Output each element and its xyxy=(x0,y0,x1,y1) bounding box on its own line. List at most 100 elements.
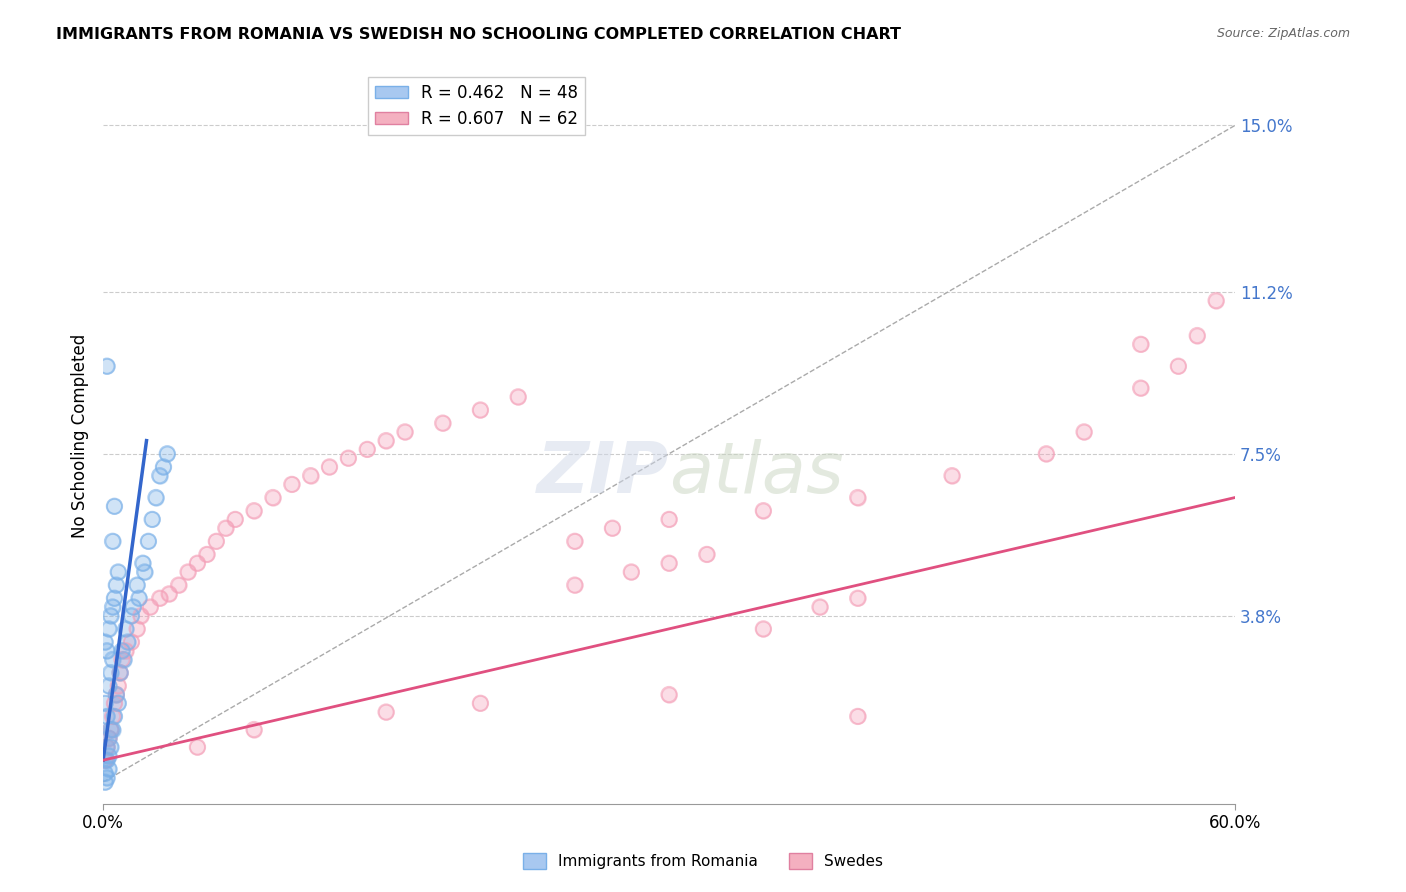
Point xyxy=(145,491,167,505)
Immigrants from Romania xyxy=(132,556,155,570)
Swedes xyxy=(1167,359,1189,374)
Point xyxy=(375,434,398,448)
Swedes xyxy=(215,521,238,535)
Point xyxy=(112,652,135,666)
Immigrants from Romania xyxy=(97,679,120,693)
Immigrants from Romania xyxy=(125,578,148,592)
Swedes xyxy=(1187,328,1209,343)
Immigrants from Romania xyxy=(100,665,122,680)
Point xyxy=(394,425,416,439)
Point xyxy=(108,665,131,680)
Point xyxy=(96,740,118,755)
Swedes xyxy=(157,587,180,601)
Point xyxy=(97,622,120,636)
Point xyxy=(846,491,869,505)
Point xyxy=(1205,293,1227,308)
Point xyxy=(105,688,128,702)
Swedes xyxy=(432,416,454,430)
Immigrants from Romania xyxy=(114,622,136,636)
Point xyxy=(696,548,718,562)
Point xyxy=(129,608,152,623)
Immigrants from Romania xyxy=(94,635,117,649)
Point xyxy=(337,451,360,466)
Point xyxy=(262,491,284,505)
Point xyxy=(1035,447,1057,461)
Point xyxy=(432,416,454,430)
Swedes xyxy=(125,622,148,636)
Text: IMMIGRANTS FROM ROMANIA VS SWEDISH NO SCHOOLING COMPLETED CORRELATION CHART: IMMIGRANTS FROM ROMANIA VS SWEDISH NO SC… xyxy=(56,27,901,42)
Text: Source: ZipAtlas.com: Source: ZipAtlas.com xyxy=(1216,27,1350,40)
Immigrants from Romania xyxy=(94,766,117,780)
Point xyxy=(1129,381,1152,395)
Point xyxy=(120,608,142,623)
Swedes xyxy=(752,622,775,636)
Point xyxy=(470,696,492,710)
Immigrants from Romania xyxy=(103,591,125,606)
Point xyxy=(564,578,586,592)
Swedes xyxy=(195,548,218,562)
Point xyxy=(96,709,118,723)
Point xyxy=(941,468,963,483)
Swedes xyxy=(337,451,360,466)
Swedes xyxy=(111,652,134,666)
Point xyxy=(215,521,238,535)
Immigrants from Romania xyxy=(103,500,125,514)
Swedes xyxy=(101,709,124,723)
Swedes xyxy=(120,635,142,649)
Swedes xyxy=(941,468,963,483)
Immigrants from Romania xyxy=(100,723,122,737)
Point xyxy=(152,459,174,474)
Immigrants from Romania xyxy=(96,644,118,658)
Point xyxy=(157,587,180,601)
Swedes xyxy=(107,679,129,693)
Swedes xyxy=(97,731,120,746)
Immigrants from Romania xyxy=(156,447,179,461)
Immigrants from Romania xyxy=(111,644,134,658)
Immigrants from Romania xyxy=(120,608,142,623)
Point xyxy=(94,775,117,789)
Point xyxy=(103,591,125,606)
Point xyxy=(186,556,208,570)
Swedes xyxy=(281,477,304,491)
Point xyxy=(120,635,142,649)
Point xyxy=(105,578,128,592)
Swedes xyxy=(696,548,718,562)
Immigrants from Romania xyxy=(152,459,174,474)
Point xyxy=(658,512,681,526)
Swedes xyxy=(94,753,117,767)
Point xyxy=(138,534,160,549)
Immigrants from Romania xyxy=(134,565,156,579)
Text: atlas: atlas xyxy=(669,439,844,508)
Point xyxy=(658,688,681,702)
Immigrants from Romania xyxy=(145,491,167,505)
Point xyxy=(101,709,124,723)
Point xyxy=(243,723,266,737)
Immigrants from Romania xyxy=(117,635,139,649)
Point xyxy=(97,762,120,776)
Text: ZIP: ZIP xyxy=(537,439,669,508)
Point xyxy=(205,534,228,549)
Point xyxy=(356,442,378,457)
Point xyxy=(122,599,145,614)
Swedes xyxy=(262,491,284,505)
Point xyxy=(125,622,148,636)
Swedes xyxy=(846,709,869,723)
Immigrants from Romania xyxy=(97,731,120,746)
Swedes xyxy=(299,468,322,483)
Swedes xyxy=(375,434,398,448)
Swedes xyxy=(508,390,530,404)
Immigrants from Romania xyxy=(101,534,124,549)
Immigrants from Romania xyxy=(96,740,118,755)
Swedes xyxy=(243,723,266,737)
Immigrants from Romania xyxy=(108,665,131,680)
Point xyxy=(97,731,120,746)
Swedes xyxy=(1129,381,1152,395)
Swedes xyxy=(375,705,398,719)
Point xyxy=(111,644,134,658)
Point xyxy=(125,578,148,592)
Point xyxy=(846,709,869,723)
Immigrants from Romania xyxy=(141,512,163,526)
Point xyxy=(139,599,162,614)
Point xyxy=(100,608,122,623)
Y-axis label: No Schooling Completed: No Schooling Completed xyxy=(72,334,89,539)
